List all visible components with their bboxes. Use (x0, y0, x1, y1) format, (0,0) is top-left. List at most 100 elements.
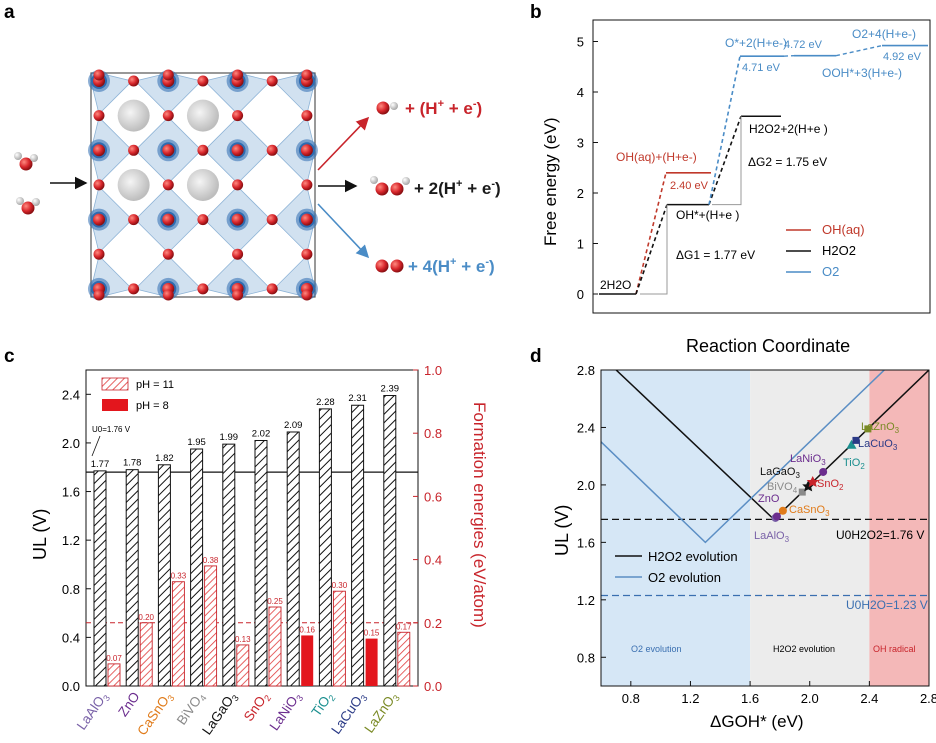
category-label-ZnO: ZnO (115, 689, 142, 719)
legend-swatch-ph8 (102, 399, 128, 411)
point-LaGaO3 (802, 480, 815, 492)
category-label-LaZnO3: LaZnO3 (361, 689, 401, 737)
c-ytick-label-left-2.4: 2.4 (62, 387, 80, 402)
oxygen-v-1-3 (301, 179, 313, 191)
point-label-SnO2: SnO2 (817, 478, 844, 492)
connector-oh (635, 172, 667, 295)
oxygen-h-3-1 (197, 283, 209, 295)
category-label-LaNiO3: LaNiO3 (267, 689, 306, 734)
fe-bar-ph11-LaGaO3 (236, 644, 250, 687)
oxygen-h-2-1 (197, 214, 209, 226)
category-label-LaCuO3: LaCuO3 (328, 689, 369, 738)
bracket-dg1 (640, 204, 668, 295)
ul-label-BiVO4: 1.95 (187, 437, 206, 448)
legend-label-h2o2-evolution: H2O2 evolution (648, 549, 738, 564)
panel-b-axes-frame (592, 19, 931, 314)
oxygen-h-1-2 (266, 144, 278, 156)
b-ytick-label-1: 1 (577, 237, 584, 252)
panel-label-c: c (4, 346, 15, 367)
ul-label-LaAlO3: 1.77 (91, 459, 110, 470)
ul-bar-LaZnO3 (383, 395, 397, 687)
oxygen-top-1 (162, 69, 174, 81)
oxygen-bottom-3 (301, 289, 313, 301)
d-ytick-label-0.8: 0.8 (577, 650, 595, 665)
ul-label-LaZnO3: 2.39 (381, 384, 400, 395)
oxygen-h-1-0 (128, 144, 140, 156)
panel-b-legend: OH(aq) H2O2 O2 (786, 222, 865, 279)
fe-bar-ph11-LaAlO3 (107, 663, 121, 687)
point-BiVO4 (798, 488, 806, 496)
annotation-2-40: 2.40 eV (670, 180, 709, 192)
apical-oxygen-6 (231, 144, 244, 157)
fe-bar-ph11-ZnO (139, 622, 153, 687)
product-text-oh: + (H+ + e-) (405, 98, 482, 118)
water-molecule-1 (14, 152, 38, 171)
panel-c-y-label-left: UL (V) (30, 509, 50, 560)
panel-c-legend: pH = 11 pH = 8 (101, 377, 174, 412)
ul-bar-TiO2 (318, 408, 332, 687)
fe-label-LaZnO3: 0.17 (396, 622, 412, 631)
ul-bar-CaSnO3 (157, 464, 171, 687)
panel-b-free-energy: 0 1 2 3 4 5 Free energy (eV) Reaction Coordin… (541, 19, 931, 356)
d-xtick-label-1.2: 1.2 (681, 691, 699, 706)
legend-label-h2o2: H2O2 (822, 243, 856, 258)
oxygen-v-1-1 (162, 179, 174, 191)
d-ytick-label-1.6: 1.6 (577, 535, 595, 550)
oh-molecule-icon (376, 101, 398, 115)
connector-o2-2 (783, 54, 795, 57)
point-label-LaZnO3: LaZnO3 (861, 421, 900, 435)
c-ytick-label-left-1.2: 1.2 (62, 533, 80, 548)
product-text-h2o2: + 2(H+ + e-) (414, 178, 501, 198)
point-LaNiO3 (819, 467, 828, 476)
fe-bar-ph8-LaCuO3 (365, 638, 378, 686)
point-ZnO (772, 512, 781, 521)
h2o2-molecule-icon (370, 176, 410, 196)
fe-label-ZnO: 0.20 (138, 613, 154, 622)
panel-b-y-ticks: 0 1 2 3 4 5 (577, 35, 598, 302)
fe-label-LaGaO3: 0.13 (235, 635, 251, 644)
ul-bar-LaAlO3 (93, 470, 107, 687)
panel-c-bar-chart: 0.00.40.81.21.62.02.40.00.20.40.60.81.0 … (30, 363, 489, 739)
a-site-atom-0 (117, 99, 150, 132)
ul-bar-SnO2 (254, 439, 268, 687)
oxygen-v-2-0 (93, 248, 105, 260)
apical-oxygen-7 (300, 144, 313, 157)
region-label-oh: OH radical (873, 644, 916, 654)
point-label-TiO2: TiO2 (843, 457, 865, 471)
point-LaCuO3 (852, 436, 860, 444)
a-site-atom-1 (186, 99, 219, 132)
connector-o2-3 (835, 44, 883, 57)
c-ytick-label-right-1: 1.0 (424, 363, 442, 378)
ul-bar-LaGaO3 (222, 443, 236, 687)
panel-b-levels (599, 44, 928, 295)
panel-d-y-label: UL (V) (552, 505, 572, 556)
fe-label-LaAlO3: 0.07 (106, 654, 122, 663)
panel-b-x-label: Reaction Coordinate (686, 336, 850, 356)
oxygen-v-0-0 (93, 110, 105, 122)
legend-swatch-ph11 (101, 377, 129, 391)
fe-label-LaCuO3: 0.15 (364, 629, 380, 638)
region-label-h2o2: H2O2 evolution (773, 644, 835, 654)
fe-bar-ph11-SnO2 (268, 606, 282, 687)
apical-oxygen-11 (300, 213, 313, 226)
level-label-oh-star: OH*+(H+e ) (676, 208, 739, 222)
ul-label-LaGaO3: 1.99 (220, 432, 239, 443)
ul-bar-ZnO (125, 469, 139, 687)
d-xtick-label-0.8: 0.8 (622, 691, 640, 706)
b-ytick-label-3: 3 (577, 136, 584, 151)
fe-bar-ph11-LaZnO3 (397, 631, 411, 687)
oxygen-top-2 (232, 69, 244, 81)
oxygen-v-0-3 (301, 110, 313, 122)
ul-bar-LaNiO3 (286, 431, 300, 687)
oxygen-h-0-2 (266, 75, 278, 87)
oxygen-h-3-2 (266, 283, 278, 295)
category-label-LaGaO3: LaGaO3 (199, 689, 241, 739)
oxygen-top-3 (301, 69, 313, 81)
point-label-ZnO: ZnO (758, 493, 780, 505)
panel-c-y-label-right: Formation energies (eV/atom) (470, 402, 489, 628)
c-ytick-label-right-0.4: 0.4 (424, 553, 442, 568)
ref-label-h2o2: U0H2O2=1.76 V (836, 528, 924, 542)
point-label-LaGaO3: LaGaO3 (760, 466, 800, 480)
